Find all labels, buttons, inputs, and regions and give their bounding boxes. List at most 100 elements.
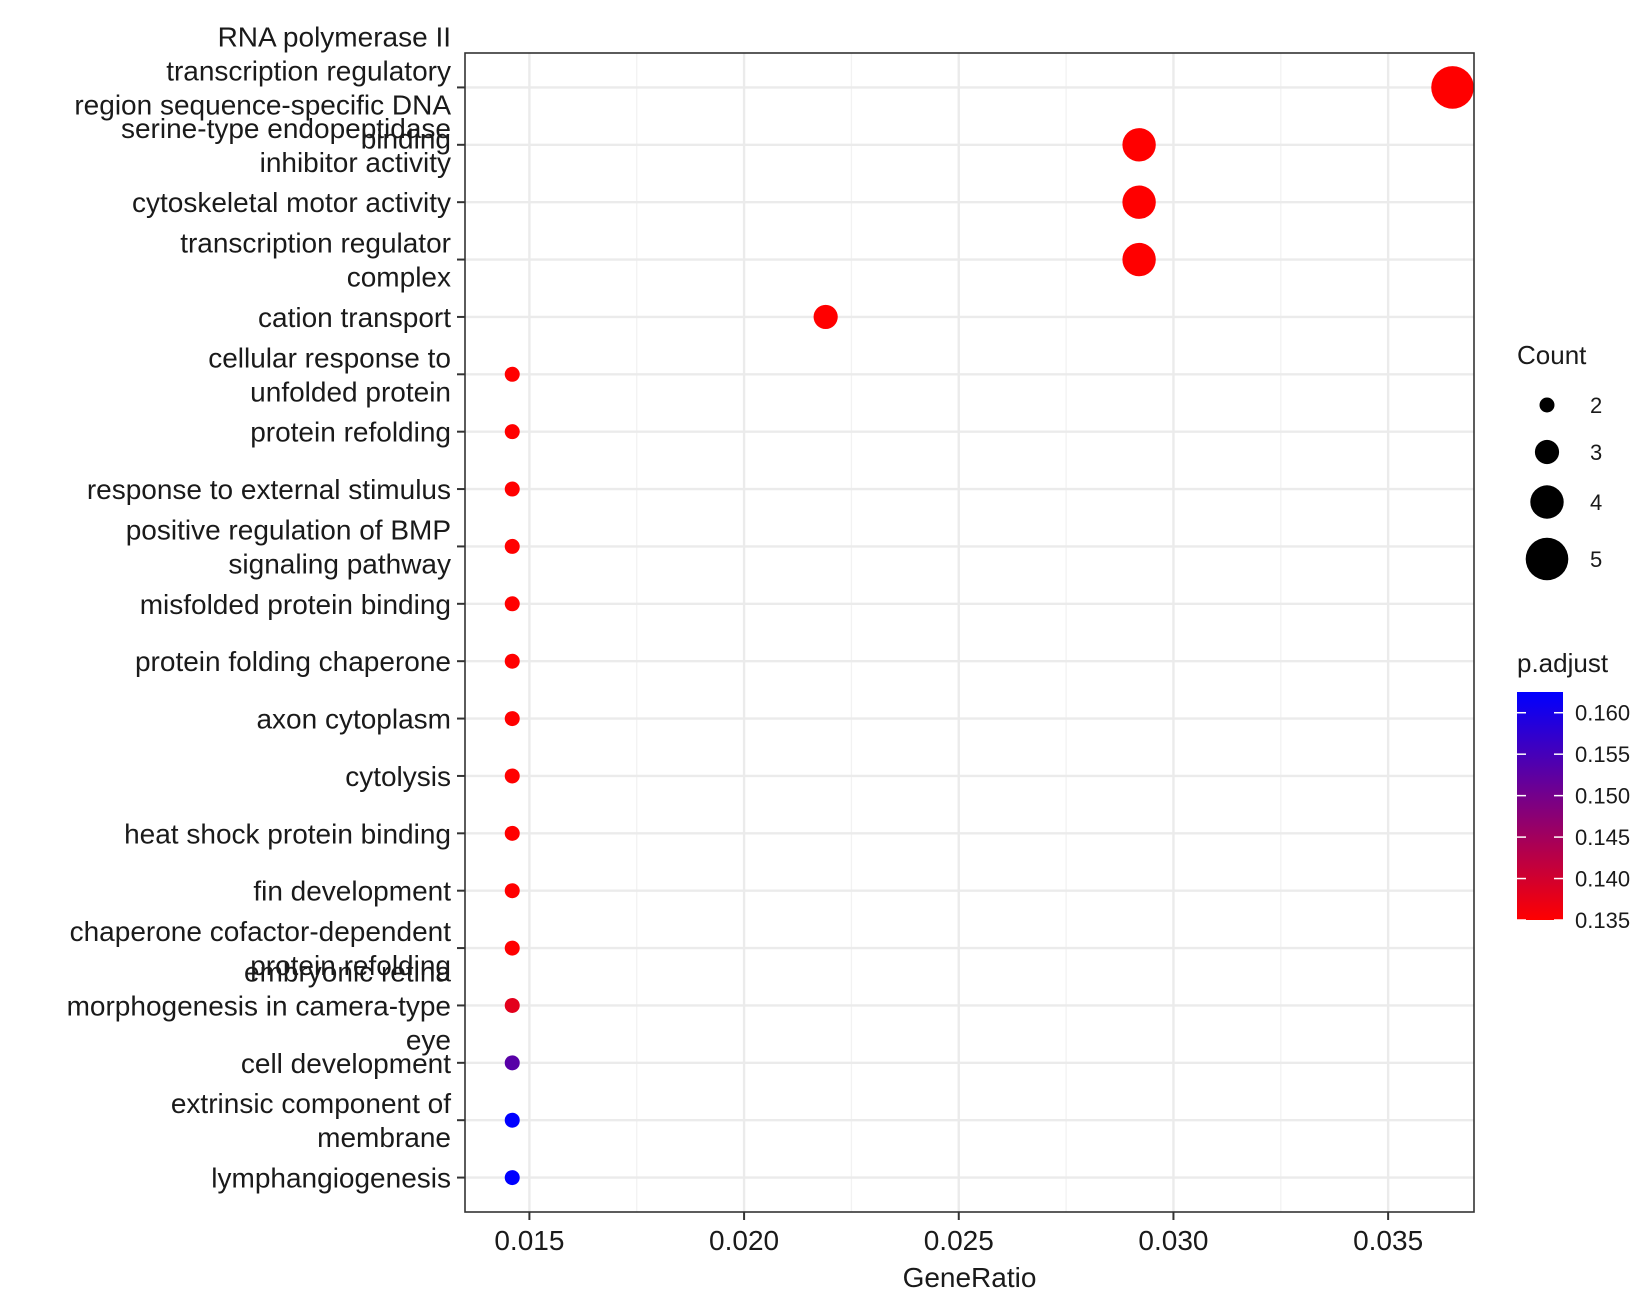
data-point bbox=[504, 596, 520, 612]
x-axis-title: GeneRatio bbox=[903, 1262, 1037, 1293]
y-tick-label: protein refolding bbox=[250, 417, 451, 448]
x-tick-label: 0.035 bbox=[1353, 1225, 1423, 1256]
data-point bbox=[504, 1055, 520, 1071]
data-point bbox=[1431, 66, 1474, 109]
colorbar-tick-label: 0.155 bbox=[1575, 742, 1630, 767]
data-point bbox=[504, 768, 520, 784]
y-tick-label-line: protein refolding bbox=[250, 417, 451, 448]
y-tick-label: cation transport bbox=[258, 302, 451, 333]
y-tick-label-line: inhibitor activity bbox=[260, 147, 451, 178]
count-legend-label: 3 bbox=[1590, 440, 1602, 465]
y-tick-label-line: cation transport bbox=[258, 302, 451, 333]
point-layer bbox=[504, 66, 1474, 1186]
y-tick-label-line: fin development bbox=[253, 876, 451, 907]
count-legend-key bbox=[1539, 397, 1555, 413]
y-tick-label-line: morphogenesis in camera-type bbox=[67, 990, 451, 1021]
count-legend-key bbox=[1534, 439, 1560, 465]
colorbar-tick-label: 0.150 bbox=[1575, 784, 1630, 809]
y-tick-label: serine-type endopeptidase inhibitor activ… bbox=[121, 113, 451, 178]
y-tick-label: axon cytoplasm bbox=[256, 704, 451, 735]
y-tick-label: chaperone cofactor-dependent protein refo… bbox=[70, 916, 452, 981]
y-tick-label: cytoskeletal motor activity bbox=[132, 187, 451, 218]
count-legend-label: 2 bbox=[1590, 393, 1602, 418]
y-tick-label-line: cellular response to bbox=[208, 342, 451, 373]
y-tick-label: heat shock protein binding bbox=[124, 818, 451, 849]
y-tick-label-line: membrane bbox=[317, 1122, 451, 1153]
y-tick-label-line: transcription regulator bbox=[180, 228, 451, 259]
y-tick-label-line: protein folding chaperone bbox=[135, 646, 451, 677]
y-tick-label-line: response to external stimulus bbox=[87, 474, 451, 505]
y-tick-label-line: positive regulation of BMP bbox=[126, 514, 451, 545]
y-tick-label-line: heat shock protein binding bbox=[124, 818, 451, 849]
y-tick-label-line: cytolysis bbox=[345, 761, 451, 792]
data-point bbox=[504, 883, 520, 899]
y-tick-label: positive regulation of BMP signaling path… bbox=[126, 514, 451, 579]
y-tick-label: cell development bbox=[241, 1048, 451, 1079]
data-point bbox=[504, 825, 520, 841]
p-adjust-legend-title: p.adjust bbox=[1517, 648, 1609, 678]
x-tick-label: 0.025 bbox=[924, 1225, 994, 1256]
count-legend: Count 2 3 4 5 bbox=[1517, 340, 1602, 581]
data-point bbox=[504, 481, 520, 497]
data-point bbox=[1122, 242, 1156, 277]
y-tick-label: misfolded protein binding bbox=[140, 589, 451, 620]
colorbar-tick-label: 0.135 bbox=[1575, 908, 1630, 933]
x-tick-label: 0.015 bbox=[494, 1225, 564, 1256]
y-tick-label: cytolysis bbox=[345, 761, 451, 792]
y-tick-label-line: cell development bbox=[241, 1048, 451, 1079]
data-point bbox=[504, 940, 520, 956]
colorbar-tick-label: 0.145 bbox=[1575, 825, 1630, 850]
count-legend-label: 4 bbox=[1590, 490, 1602, 515]
data-point bbox=[504, 366, 520, 382]
y-tick-label: response to external stimulus bbox=[87, 474, 451, 505]
y-tick-label-line: axon cytoplasm bbox=[256, 704, 451, 735]
y-tick-label-line: unfolded protein bbox=[250, 376, 451, 407]
y-tick-label-line: binding bbox=[361, 123, 451, 154]
data-point bbox=[813, 304, 838, 330]
data-point bbox=[504, 653, 520, 669]
y-tick-label-line: cytoskeletal motor activity bbox=[132, 187, 451, 218]
data-point bbox=[504, 424, 520, 440]
y-tick-label: embryonic retina morphogenesis in camera-… bbox=[67, 956, 452, 1055]
y-tick-label: cellular response to unfolded protein bbox=[208, 342, 451, 407]
count-legend-title: Count bbox=[1517, 340, 1587, 370]
y-tick-label-line: serine-type endopeptidase bbox=[121, 113, 451, 144]
y-tick-label-line: extrinsic component of bbox=[171, 1088, 451, 1119]
y-tick-label-line: misfolded protein binding bbox=[140, 589, 451, 620]
y-tick-label: fin development bbox=[253, 876, 451, 907]
data-point bbox=[504, 1170, 520, 1186]
p-adjust-legend: p.adjust 0.135 0.140 0.145 0.150 0.155 0.160 bbox=[1517, 648, 1630, 933]
y-tick-label-line: complex bbox=[347, 262, 451, 293]
count-legend-key bbox=[1525, 537, 1569, 581]
grid-layer bbox=[465, 53, 1474, 1212]
x-tick-label: 0.020 bbox=[709, 1225, 779, 1256]
axis-layer: 0.015 0.020 0.025 0.030 0.035 RNA polymerase … bbox=[67, 21, 1475, 1256]
colorbar-tick-label: 0.160 bbox=[1575, 701, 1630, 726]
y-tick-label-line: chaperone cofactor-dependent bbox=[70, 916, 452, 947]
panel-border bbox=[464, 52, 1475, 1213]
data-point bbox=[1122, 185, 1156, 219]
y-tick-label-line: transcription regulatory bbox=[166, 55, 451, 86]
y-tick-label-line: lymphangiogenesis bbox=[211, 1163, 451, 1194]
colorbar-tick-label: 0.140 bbox=[1575, 867, 1630, 892]
y-tick-label-line: protein refolding bbox=[250, 950, 451, 981]
data-point bbox=[504, 538, 520, 554]
y-tick-label-line: embryonic retina bbox=[244, 956, 451, 987]
data-point bbox=[1122, 128, 1156, 162]
panel-background bbox=[465, 53, 1474, 1212]
count-legend-label: 5 bbox=[1590, 547, 1602, 572]
y-tick-label: RNA polymerase II transcription regulator… bbox=[74, 21, 451, 154]
y-tick-label: lymphangiogenesis bbox=[211, 1163, 451, 1194]
data-point bbox=[504, 711, 520, 727]
y-tick-label: protein folding chaperone bbox=[135, 646, 451, 677]
data-point bbox=[504, 997, 520, 1013]
y-tick-label-line: region sequence-specific DNA bbox=[74, 89, 451, 120]
y-tick-label: extrinsic component of membrane bbox=[171, 1088, 451, 1153]
p-adjust-colorbar bbox=[1517, 692, 1563, 920]
data-point bbox=[504, 1112, 520, 1128]
y-tick-label-line: RNA polymerase II bbox=[218, 21, 451, 52]
y-tick-label-line: eye bbox=[406, 1024, 451, 1055]
x-tick-label: 0.030 bbox=[1138, 1225, 1208, 1256]
